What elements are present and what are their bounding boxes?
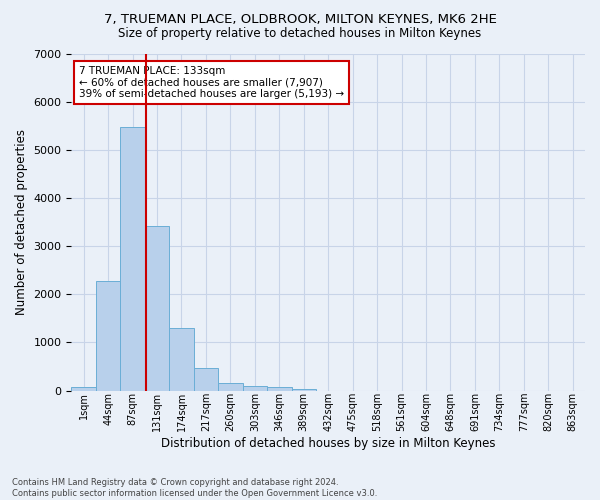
- X-axis label: Distribution of detached houses by size in Milton Keynes: Distribution of detached houses by size …: [161, 437, 496, 450]
- Text: Size of property relative to detached houses in Milton Keynes: Size of property relative to detached ho…: [118, 28, 482, 40]
- Bar: [169, 328, 194, 390]
- Bar: [242, 386, 267, 390]
- Bar: [96, 282, 121, 391]
- Bar: [71, 387, 96, 390]
- Bar: [267, 388, 292, 390]
- Bar: [292, 388, 316, 390]
- Text: 7, TRUEMAN PLACE, OLDBROOK, MILTON KEYNES, MK6 2HE: 7, TRUEMAN PLACE, OLDBROOK, MILTON KEYNE…: [104, 12, 496, 26]
- Bar: [145, 226, 169, 390]
- Bar: [194, 368, 218, 390]
- Bar: [218, 383, 242, 390]
- Text: 7 TRUEMAN PLACE: 133sqm
← 60% of detached houses are smaller (7,907)
39% of semi: 7 TRUEMAN PLACE: 133sqm ← 60% of detache…: [79, 66, 344, 99]
- Text: Contains HM Land Registry data © Crown copyright and database right 2024.
Contai: Contains HM Land Registry data © Crown c…: [12, 478, 377, 498]
- Bar: [121, 127, 145, 390]
- Y-axis label: Number of detached properties: Number of detached properties: [15, 130, 28, 316]
